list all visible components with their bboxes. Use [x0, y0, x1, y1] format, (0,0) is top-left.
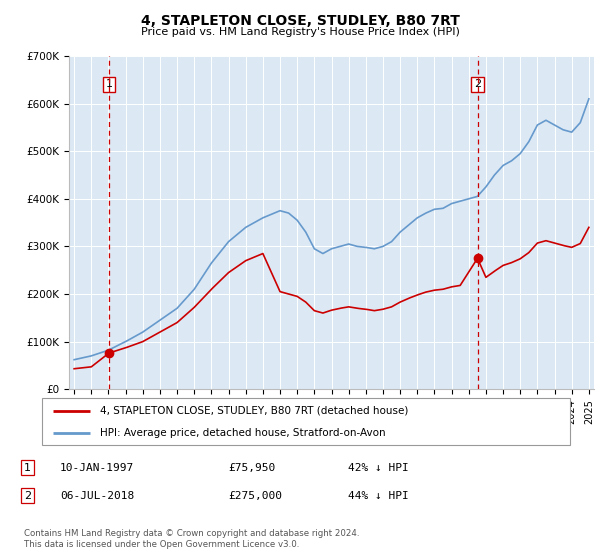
Text: 42% ↓ HPI: 42% ↓ HPI [348, 463, 409, 473]
Text: £275,000: £275,000 [228, 491, 282, 501]
Text: 10-JAN-1997: 10-JAN-1997 [60, 463, 134, 473]
Text: HPI: Average price, detached house, Stratford-on-Avon: HPI: Average price, detached house, Stra… [100, 428, 386, 438]
Text: Contains HM Land Registry data © Crown copyright and database right 2024.
This d: Contains HM Land Registry data © Crown c… [24, 529, 359, 549]
Text: 4, STAPLETON CLOSE, STUDLEY, B80 7RT (detached house): 4, STAPLETON CLOSE, STUDLEY, B80 7RT (de… [100, 406, 409, 416]
Text: 4, STAPLETON CLOSE, STUDLEY, B80 7RT: 4, STAPLETON CLOSE, STUDLEY, B80 7RT [140, 14, 460, 28]
Text: 1: 1 [24, 463, 31, 473]
Text: Price paid vs. HM Land Registry's House Price Index (HPI): Price paid vs. HM Land Registry's House … [140, 27, 460, 37]
Text: 2: 2 [24, 491, 31, 501]
Text: 2: 2 [474, 80, 481, 90]
FancyBboxPatch shape [42, 398, 570, 445]
Text: 1: 1 [106, 80, 112, 90]
Text: 44% ↓ HPI: 44% ↓ HPI [348, 491, 409, 501]
Text: £75,950: £75,950 [228, 463, 275, 473]
Text: 06-JUL-2018: 06-JUL-2018 [60, 491, 134, 501]
